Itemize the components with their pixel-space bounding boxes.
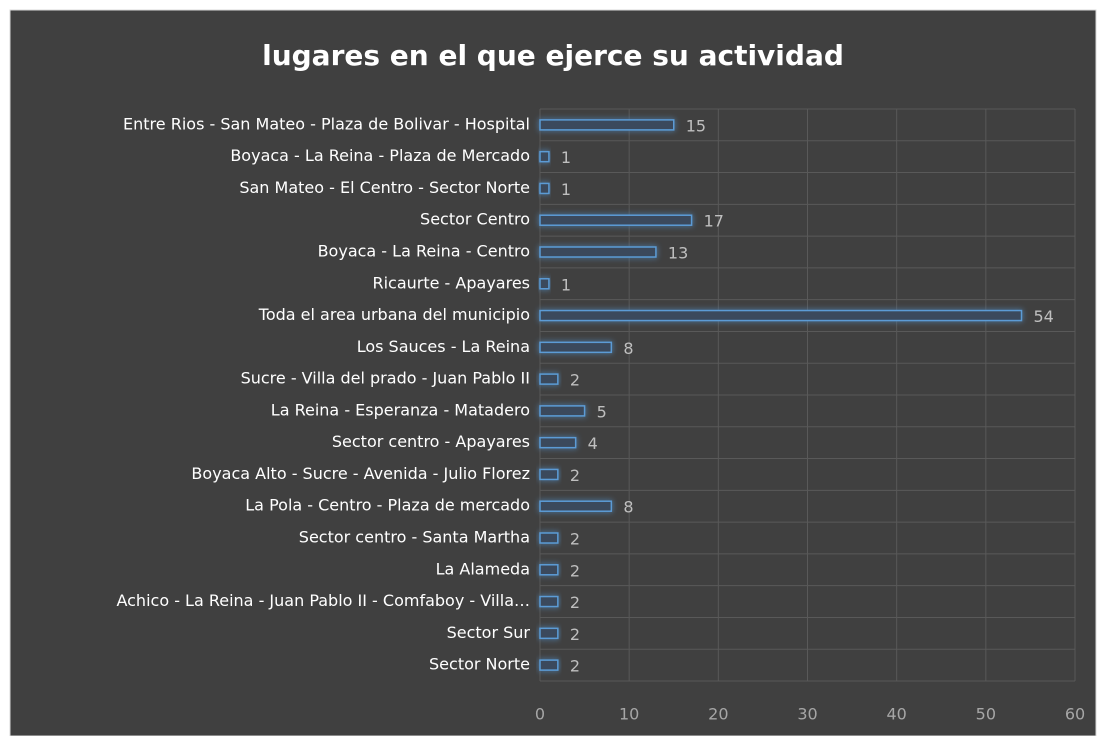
y-tick-label: Entre Rios - San Mateo - Plaza de Boliva… bbox=[123, 114, 530, 133]
bar bbox=[539, 246, 657, 258]
data-label: 17 bbox=[704, 212, 724, 231]
y-tick-label: Boyaca - La Reina - Plaza de Mercado bbox=[230, 146, 530, 165]
data-label: 8 bbox=[623, 339, 633, 358]
bar bbox=[539, 532, 559, 544]
data-label: 2 bbox=[570, 657, 580, 676]
data-label: 2 bbox=[570, 625, 580, 644]
data-label: 13 bbox=[668, 244, 688, 263]
chart-title: lugares en el que ejerce su actividad bbox=[262, 39, 844, 72]
y-tick-label: Achico - La Reina - Juan Pablo II - Comf… bbox=[116, 591, 530, 610]
data-label: 1 bbox=[561, 180, 571, 199]
bar bbox=[539, 659, 559, 671]
y-tick-label: Sector Norte bbox=[429, 655, 530, 674]
data-label: 1 bbox=[561, 148, 571, 167]
data-label: 2 bbox=[570, 371, 580, 390]
bar bbox=[539, 278, 550, 290]
bar bbox=[539, 627, 559, 640]
bar bbox=[539, 214, 693, 226]
data-label: 2 bbox=[570, 466, 580, 485]
y-tick-label: Ricaurte - Apayares bbox=[372, 273, 530, 292]
data-label: 4 bbox=[588, 434, 598, 453]
y-tick-label: La Reina - Esperanza - Matadero bbox=[271, 400, 530, 419]
x-tick-label: 50 bbox=[976, 705, 996, 724]
x-tick-label: 40 bbox=[886, 705, 906, 724]
y-tick-label: Sector Centro bbox=[420, 210, 530, 229]
y-tick-label: Boyaca - La Reina - Centro bbox=[318, 242, 530, 261]
x-tick-label: 20 bbox=[708, 705, 728, 724]
bar bbox=[539, 341, 613, 354]
data-label: 15 bbox=[686, 116, 706, 135]
y-tick-label: Los Sauces - La Reina bbox=[357, 337, 530, 356]
y-tick-label: Toda el area urbana del municipio bbox=[258, 305, 530, 324]
x-tick-label: 0 bbox=[535, 705, 545, 724]
y-tick-label: Sector Sur bbox=[447, 623, 531, 642]
data-label: 5 bbox=[597, 402, 607, 421]
x-tick-label: 60 bbox=[1065, 705, 1085, 724]
chart-background bbox=[9, 9, 1097, 736]
data-label: 2 bbox=[570, 593, 580, 612]
y-tick-label: Boyaca Alto - Sucre - Avenida - Julio Fl… bbox=[191, 464, 530, 483]
bar bbox=[539, 150, 550, 163]
bar bbox=[539, 309, 1023, 322]
bar bbox=[539, 468, 559, 481]
y-tick-label: Sector centro - Apayares bbox=[332, 432, 530, 451]
bar bbox=[539, 436, 577, 449]
y-tick-label: San Mateo - El Centro - Sector Norte bbox=[239, 178, 530, 197]
data-label: 2 bbox=[570, 561, 580, 580]
data-label: 2 bbox=[570, 530, 580, 549]
bar bbox=[539, 405, 586, 417]
data-label: 1 bbox=[561, 275, 571, 294]
data-label: 8 bbox=[623, 498, 633, 517]
y-tick-label: Sector centro - Santa Martha bbox=[299, 528, 530, 547]
bar bbox=[539, 373, 559, 385]
bar bbox=[539, 595, 559, 608]
x-tick-label: 30 bbox=[797, 705, 817, 724]
y-tick-label: Sucre - Villa del prado - Juan Pablo II bbox=[241, 369, 530, 388]
bar bbox=[539, 182, 550, 195]
y-tick-label: La Alameda bbox=[436, 559, 530, 578]
x-tick-label: 10 bbox=[619, 705, 639, 724]
bar bbox=[539, 119, 675, 131]
data-label: 54 bbox=[1034, 307, 1054, 326]
bar bbox=[539, 500, 613, 512]
bar bbox=[539, 564, 559, 576]
y-tick-label: La Pola - Centro - Plaza de mercado bbox=[245, 496, 530, 515]
